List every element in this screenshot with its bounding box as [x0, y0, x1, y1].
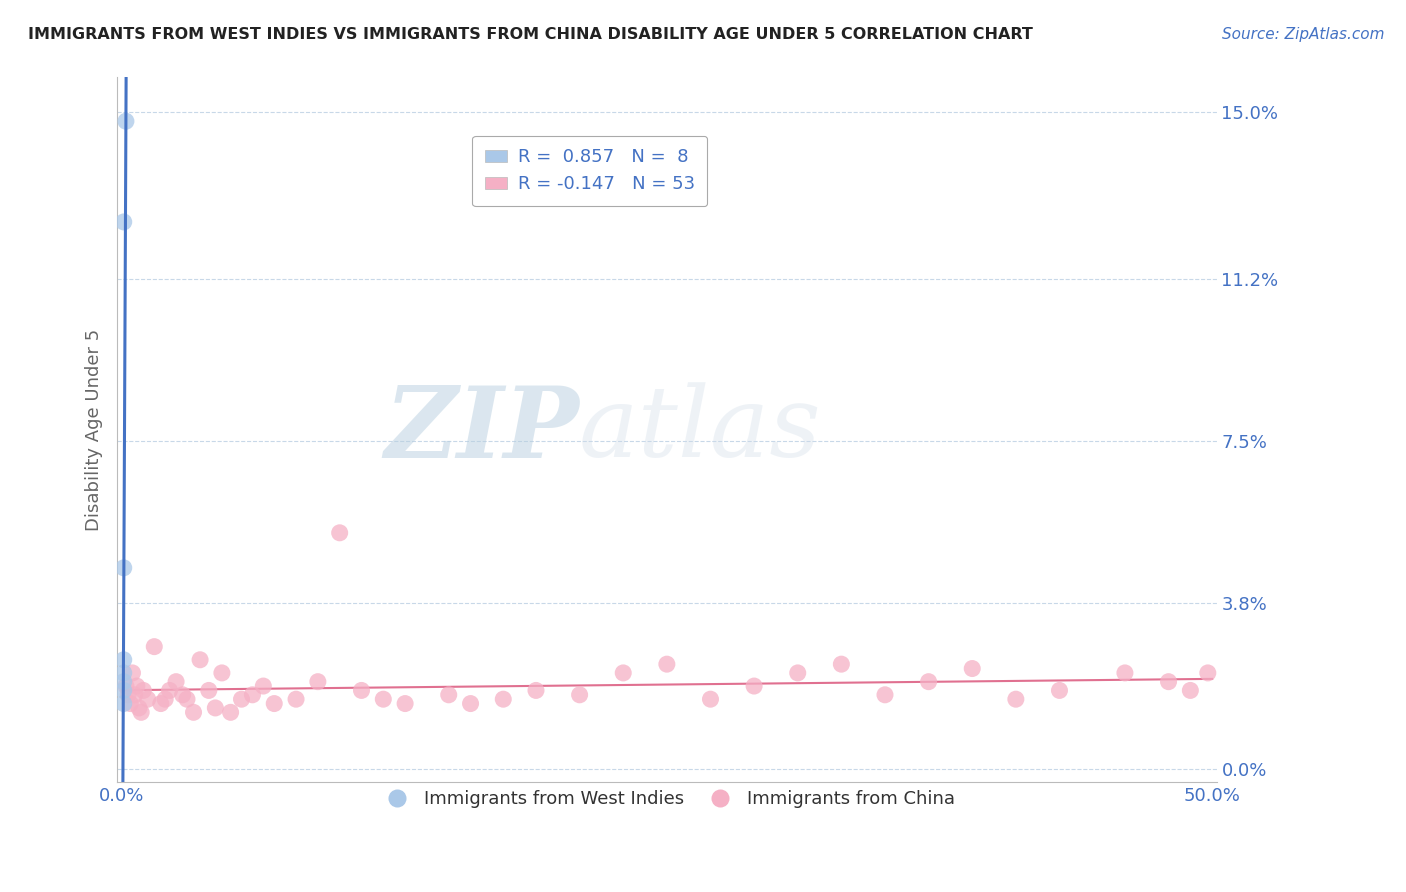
Point	[219, 706, 242, 720]
Text: Source: ZipAtlas.com: Source: ZipAtlas.com	[1222, 27, 1385, 42]
Point	[143, 640, 166, 654]
Point	[176, 692, 198, 706]
Text: ZIP: ZIP	[384, 382, 579, 478]
Point	[394, 697, 416, 711]
Point	[263, 697, 285, 711]
Point	[655, 657, 678, 672]
Legend: Immigrants from West Indies, Immigrants from China: Immigrants from West Indies, Immigrants …	[371, 783, 962, 815]
Point	[112, 653, 135, 667]
Point	[329, 525, 352, 540]
Point	[159, 683, 181, 698]
Point	[198, 683, 221, 698]
Point	[112, 674, 135, 689]
Point	[128, 701, 150, 715]
Point	[1114, 665, 1136, 680]
Text: atlas: atlas	[579, 383, 821, 477]
Point	[524, 683, 547, 698]
Text: IMMIGRANTS FROM WEST INDIES VS IMMIGRANTS FROM CHINA DISABILITY AGE UNDER 5 CORR: IMMIGRANTS FROM WEST INDIES VS IMMIGRANT…	[28, 27, 1033, 42]
Point	[112, 561, 135, 575]
Point	[231, 692, 253, 706]
Point	[136, 692, 159, 706]
Point	[373, 692, 395, 706]
Point	[460, 697, 482, 711]
Point	[699, 692, 721, 706]
Point	[830, 657, 852, 672]
Point	[285, 692, 308, 706]
Point	[121, 665, 143, 680]
Point	[1049, 683, 1071, 698]
Point	[153, 692, 176, 706]
Point	[112, 215, 135, 229]
Point	[115, 114, 138, 128]
Point	[120, 697, 142, 711]
Point	[149, 697, 172, 711]
Point	[115, 679, 138, 693]
Point	[129, 706, 152, 720]
Point	[112, 697, 135, 711]
Point	[1197, 665, 1219, 680]
Point	[112, 665, 135, 680]
Point	[112, 683, 135, 698]
Point	[917, 674, 939, 689]
Point	[1005, 692, 1028, 706]
Point	[786, 665, 808, 680]
Point	[242, 688, 264, 702]
Point	[125, 679, 148, 693]
Point	[492, 692, 515, 706]
Point	[183, 706, 205, 720]
Y-axis label: Disability Age Under 5: Disability Age Under 5	[86, 329, 103, 531]
Point	[612, 665, 634, 680]
Point	[350, 683, 373, 698]
Point	[437, 688, 460, 702]
Point	[1180, 683, 1202, 698]
Point	[211, 665, 233, 680]
Point	[1157, 674, 1180, 689]
Point	[172, 688, 194, 702]
Point	[124, 688, 146, 702]
Point	[960, 661, 983, 675]
Point	[132, 683, 155, 698]
Point	[117, 688, 139, 702]
Point	[165, 674, 187, 689]
Point	[188, 653, 211, 667]
Point	[204, 701, 226, 715]
Point	[742, 679, 765, 693]
Point	[307, 674, 329, 689]
Point	[568, 688, 591, 702]
Point	[252, 679, 274, 693]
Point	[873, 688, 896, 702]
